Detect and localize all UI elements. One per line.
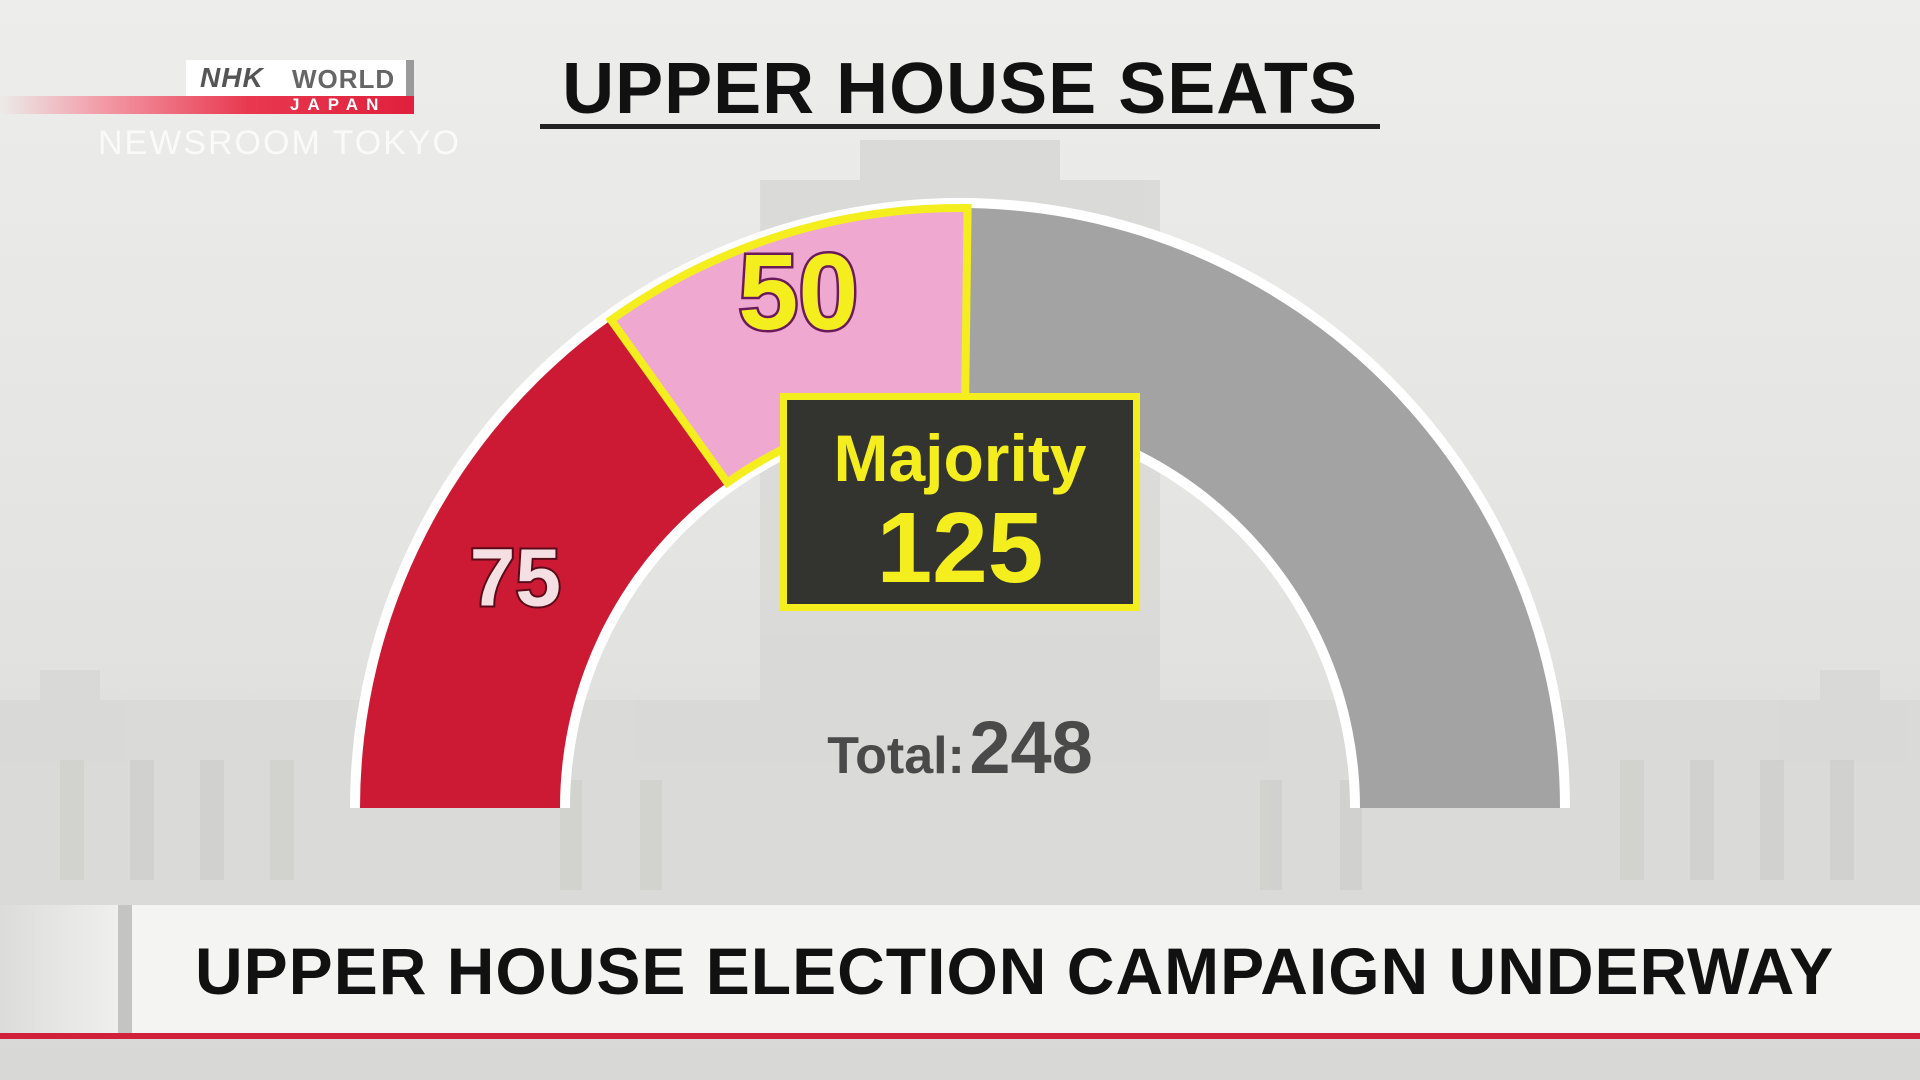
headline-text: UPPER HOUSE ELECTION CAMPAIGN UNDERWAY [195, 934, 1835, 1008]
logo-box [186, 60, 414, 96]
nhk-world-logo: NHK WORLD JAPAN [0, 60, 420, 115]
chart-title: UPPER HOUSE SEATS [562, 49, 1358, 129]
logo-brand: NHK [200, 62, 264, 93]
logo-stripe [0, 96, 414, 114]
title-underline [540, 124, 1380, 129]
seat-label-2: 50 [738, 231, 858, 352]
banner-rule [0, 1033, 1920, 1039]
headline-banner: UPPER HOUSE ELECTION CAMPAIGN UNDERWAY [0, 905, 1920, 1035]
banner-accent [118, 905, 132, 1035]
logo-tick [406, 60, 414, 96]
majority-value: 125 [876, 492, 1044, 604]
logo-region: JAPAN [290, 95, 387, 114]
total-seats: Total: 248 [700, 705, 1220, 790]
banner-shadow [0, 905, 118, 1035]
total-label: Total: [827, 727, 965, 785]
seat-segment-3 [965, 208, 1560, 808]
majority-box: Majority 125 [780, 393, 1140, 611]
logo-world: WORLD [292, 64, 396, 94]
seat-label-1: 75 [470, 532, 561, 623]
total-value: 248 [969, 706, 1093, 789]
seat-segment-1 [360, 319, 728, 808]
majority-label: Majority [833, 421, 1087, 495]
program-name: NEWSROOM TOKYO [98, 124, 462, 162]
